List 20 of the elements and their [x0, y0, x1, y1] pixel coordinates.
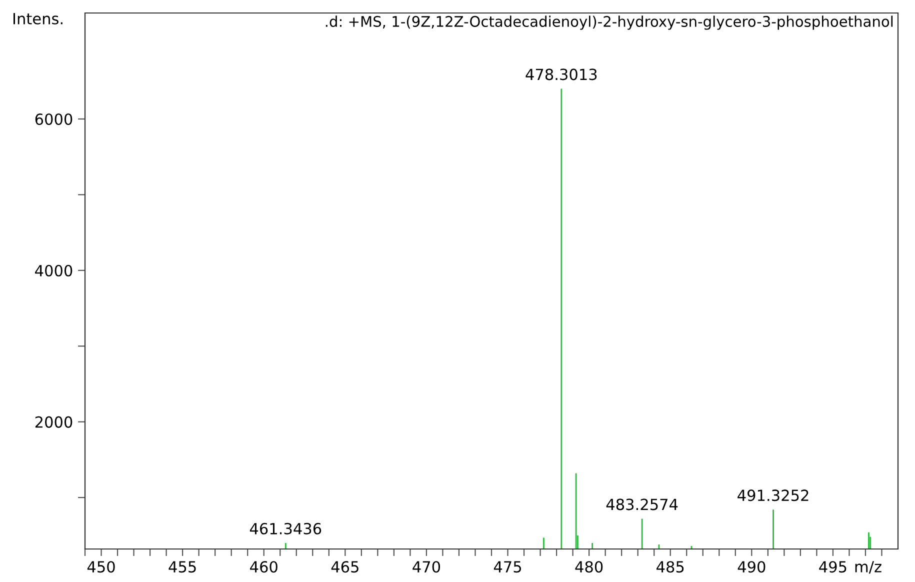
x-tick-label: 465 — [331, 561, 358, 573]
x-tick-label: 475 — [494, 561, 522, 573]
y-axis-title: Intens. — [14, 13, 62, 24]
x-tick-label: 460 — [250, 561, 278, 573]
x-tick-label: 455 — [168, 561, 196, 573]
chart-title: .d: +MS, 1-(9Z,12Z-Octadecadienoyl)-2-hydroxy-sn-glycero-3-phosphoethanol — [326, 16, 893, 30]
x-tick-label: 490 — [738, 561, 766, 573]
x-tick-label: 485 — [656, 561, 684, 573]
annotation: 461.3436 — [250, 522, 322, 534]
annotation: 478.3013 — [526, 68, 597, 80]
x-tick-label: 480 — [575, 561, 603, 573]
y-tick-label: 2000 — [35, 416, 72, 428]
x-tick-label: 495 — [819, 561, 846, 573]
annotation: 483.2574 — [606, 498, 678, 510]
y-tick-label: 4000 — [35, 264, 72, 276]
x-axis-title: m/z — [855, 561, 882, 574]
annotation: 491.3252 — [738, 490, 808, 502]
y-tick-label: 6000 — [35, 113, 72, 126]
x-tick-label: 470 — [412, 561, 440, 573]
x-tick-label: 450 — [87, 561, 115, 573]
